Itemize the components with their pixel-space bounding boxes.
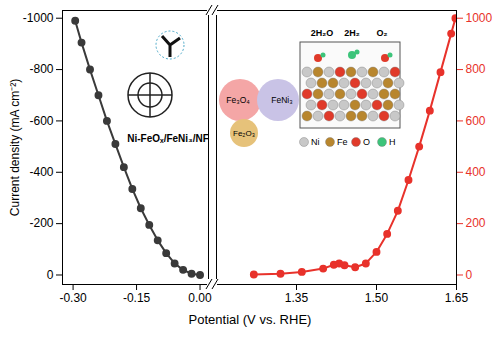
svg-text:0.00: 0.00 [188,291,212,305]
svg-text:400: 400 [466,165,486,179]
svg-text:2H₂: 2H₂ [344,28,360,38]
svg-text:O: O [363,137,370,147]
svg-text:1000: 1000 [466,11,493,25]
svg-text:800: 800 [466,62,486,76]
svg-text:-800: -800 [29,62,53,76]
svg-text:H: H [389,137,396,147]
svg-text:0: 0 [47,268,54,282]
svg-text:-200: -200 [29,216,53,230]
svg-text:FeNi₃: FeNi₃ [271,95,292,105]
svg-text:Current density (mA cm⁻²): Current density (mA cm⁻²) [8,79,22,216]
svg-text:Ni: Ni [311,137,320,147]
svg-text:600: 600 [466,114,486,128]
svg-text:Fe₂O₃: Fe₂O₃ [233,129,255,138]
svg-text:2H₂O: 2H₂O [311,28,334,38]
svg-text:Fe₃O₄: Fe₃O₄ [226,95,250,105]
svg-text:1.35: 1.35 [285,291,309,305]
svg-text:-400: -400 [29,165,53,179]
svg-text:0: 0 [466,268,473,282]
svg-text:-0.15: -0.15 [123,291,151,305]
svg-text:-1000: -1000 [23,11,54,25]
svg-text:Fe: Fe [337,137,348,147]
svg-text:1.50: 1.50 [365,291,389,305]
svg-text:-600: -600 [29,114,53,128]
svg-text:-0.30: -0.30 [59,291,87,305]
svg-text:Ni-FeOₓ/FeNi₃/NF: Ni-FeOₓ/FeNi₃/NF [127,133,209,144]
svg-text:1.65: 1.65 [445,291,469,305]
svg-text:200: 200 [466,216,486,230]
svg-text:O₂: O₂ [377,28,388,38]
html-text:Potential (V vs. RHE): Potential (V vs. RHE) [188,312,312,327]
